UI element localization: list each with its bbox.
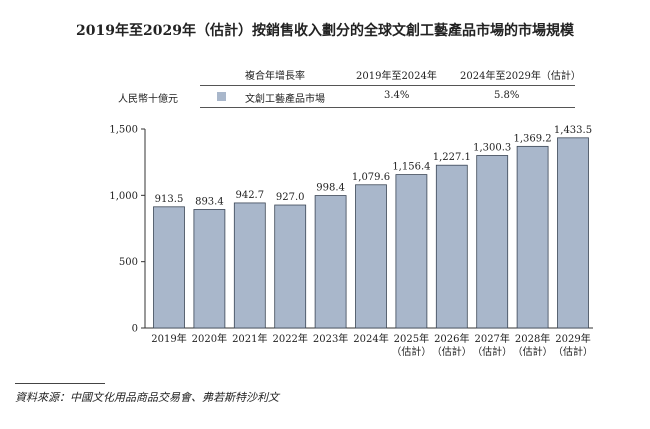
legend-divider <box>200 85 575 86</box>
x-tick-label: 2019年 <box>151 332 186 345</box>
legend-divider <box>200 107 575 108</box>
bar <box>435 164 468 329</box>
data-label: 998.4 <box>316 183 345 194</box>
source-divider <box>15 383 105 384</box>
x-tick-sublabel: （估計） <box>553 345 593 358</box>
bar <box>557 137 589 329</box>
legend-swatch <box>217 92 226 101</box>
bar <box>193 209 226 329</box>
y-tick-label: 1,000 <box>109 191 138 202</box>
x-tick-label: 2020年 <box>192 332 227 345</box>
x-tick-sublabel: （估計） <box>513 345 553 358</box>
bar <box>355 184 387 329</box>
x-tick-label: 2027年 <box>474 332 509 345</box>
data-label: 1,156.4 <box>392 162 430 173</box>
x-tick-label: 2022年 <box>272 332 307 345</box>
x-tick-label: 2029年 <box>555 332 590 345</box>
legend-cagr2: 5.8% <box>494 90 520 101</box>
x-tick-sublabel: （估計） <box>472 345 512 358</box>
data-label: 942.7 <box>235 190 264 201</box>
data-label: 1,433.5 <box>554 125 592 136</box>
legend-series-name: 文創工藝產品市場 <box>245 94 325 105</box>
x-tick-label: 2023年 <box>313 332 348 345</box>
x-tick-label: 2026年 <box>434 332 469 345</box>
x-tick-sublabel: （估計） <box>391 345 431 358</box>
data-label: 1,227.1 <box>433 152 471 163</box>
source-note: 資料來源：中國文化用品商品交易會、弗若斯特沙利文 <box>15 391 279 404</box>
data-label: 913.5 <box>155 194 184 205</box>
bar <box>233 202 266 329</box>
x-tick-label: 2028年 <box>515 332 550 345</box>
bar <box>153 206 185 329</box>
data-label: 927.0 <box>276 192 305 203</box>
y-axis-unit: 人民幣十億元 <box>118 94 178 105</box>
y-tick-label: 1,500 <box>109 125 138 136</box>
data-label: 1,369.2 <box>514 133 552 144</box>
data-label: 1,079.6 <box>352 172 390 183</box>
x-tick-label: 2021年 <box>232 332 267 345</box>
y-tick-label: 500 <box>119 257 138 268</box>
chart-title: 2019年至2029年（估計）按銷售收入劃分的全球文創工藝產品市場的市場規模 <box>76 23 574 39</box>
legend-cagr-header: 複合年增長率 <box>245 71 305 82</box>
legend-cagr1: 3.4% <box>384 90 410 101</box>
bar <box>476 155 509 329</box>
bar <box>516 145 549 329</box>
y-tick-label: 0 <box>132 324 138 335</box>
legend-period1: 2019年至2024年 <box>356 71 437 82</box>
x-tick-label: 2025年 <box>394 332 429 345</box>
data-label: 1,300.3 <box>473 142 511 153</box>
bar <box>274 204 307 329</box>
bar <box>395 174 428 329</box>
legend-period2: 2024年至2029年（估計） <box>460 71 581 82</box>
x-tick-sublabel: （估計） <box>432 345 472 358</box>
x-tick-label: 2024年 <box>353 332 388 345</box>
data-label: 893.4 <box>195 196 224 207</box>
bar <box>314 195 347 329</box>
